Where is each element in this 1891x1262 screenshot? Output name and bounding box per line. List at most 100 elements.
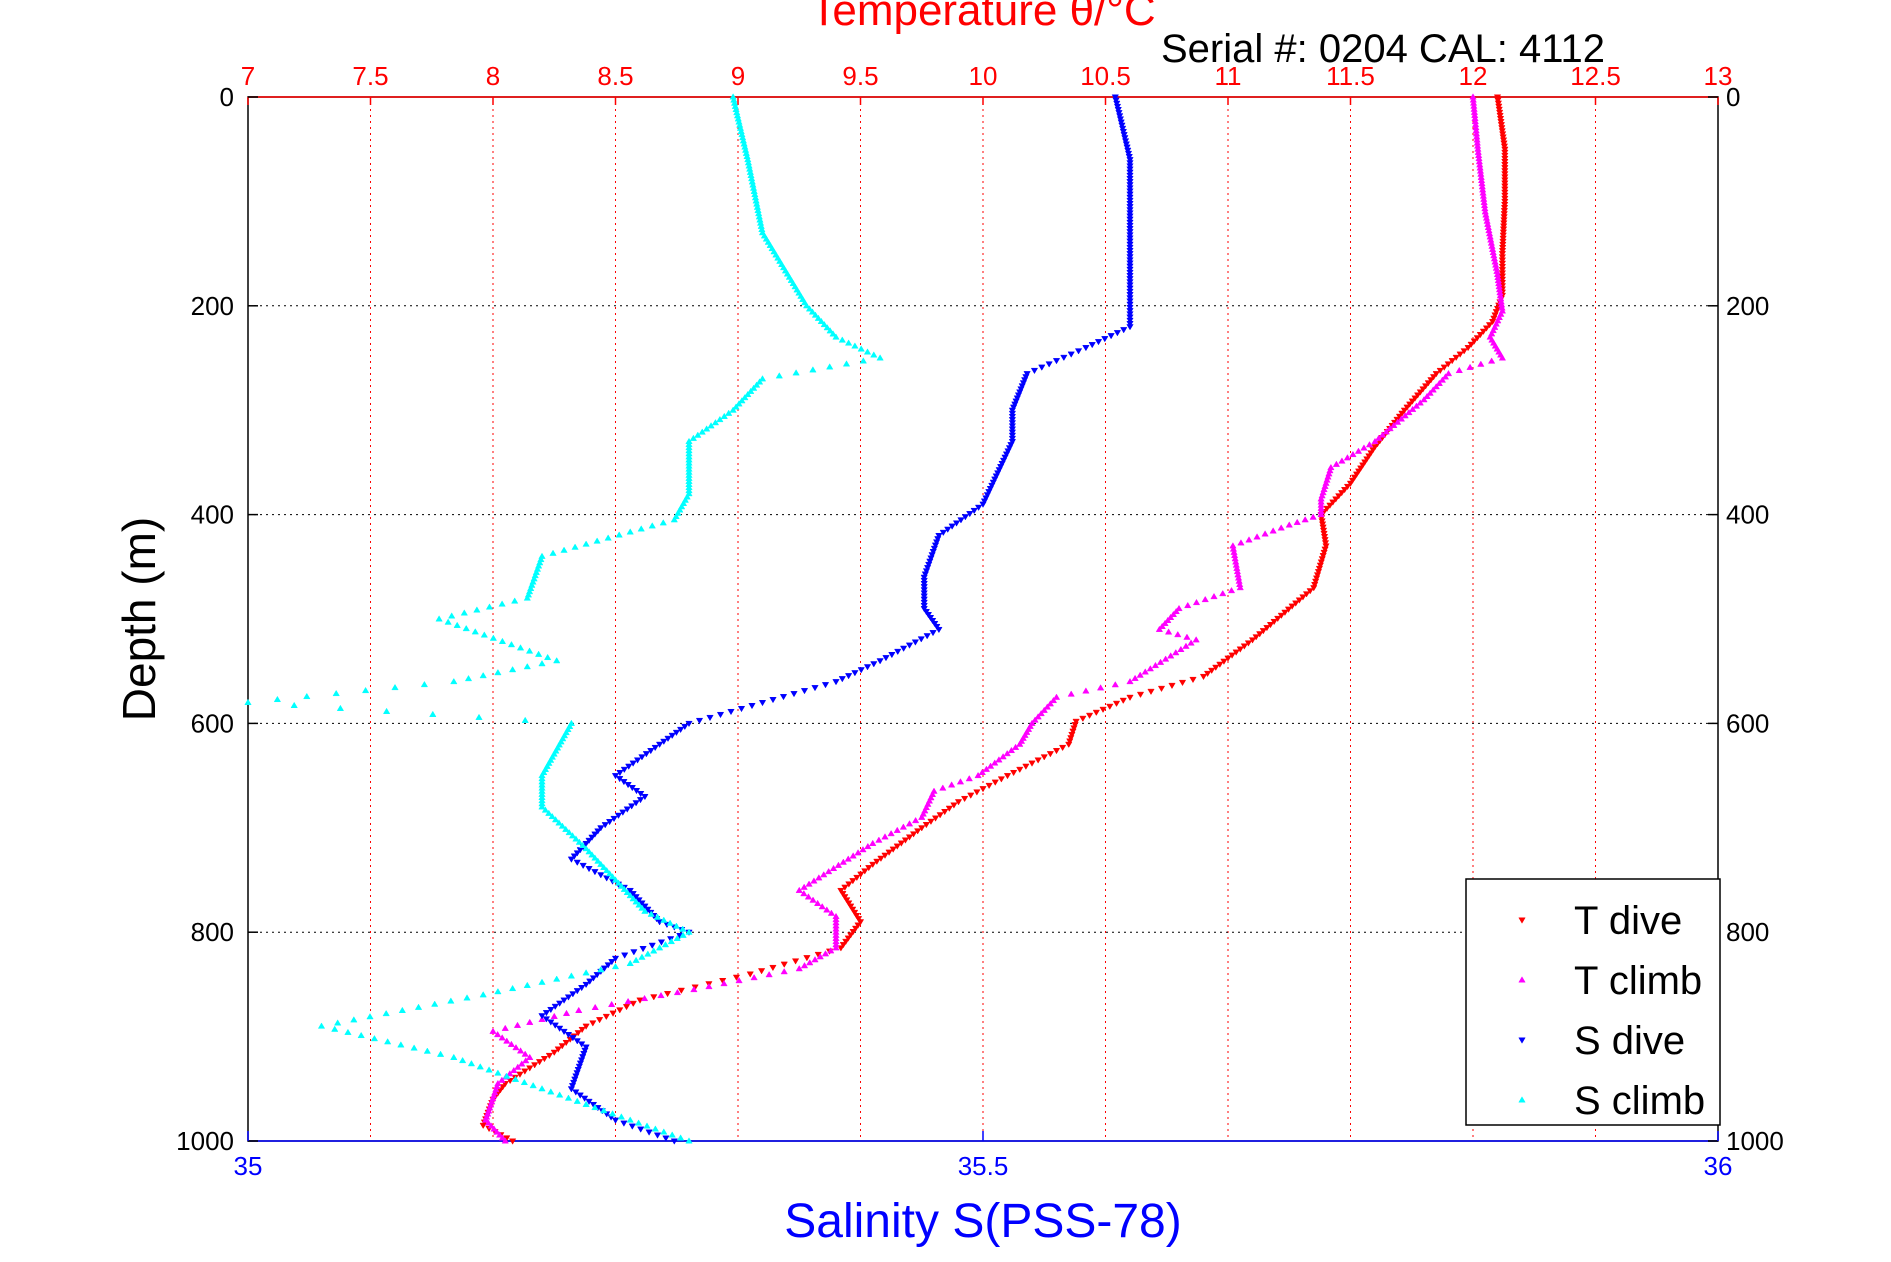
- data-point: [725, 409, 733, 416]
- data-point: [741, 393, 749, 401]
- data-point: [1210, 592, 1218, 600]
- data-point: [1126, 182, 1134, 189]
- data-point: [600, 965, 609, 972]
- data-point: [1040, 754, 1048, 761]
- data-point: [1497, 122, 1506, 129]
- data-point: [1013, 395, 1021, 402]
- data-point: [1498, 260, 1507, 267]
- data-point: [480, 631, 488, 638]
- left-tick-label: 800: [191, 917, 234, 947]
- top-tick-label: 12.5: [1570, 61, 1621, 91]
- data-point: [844, 673, 853, 680]
- data-point: [1019, 380, 1028, 387]
- data-point: [1288, 603, 1296, 610]
- data-point: [999, 753, 1007, 760]
- data-point: [1318, 518, 1326, 525]
- data-point: [573, 988, 581, 995]
- data-point: [1320, 534, 1329, 541]
- data-point: [849, 852, 857, 859]
- data-point: [695, 717, 704, 725]
- data-point: [1438, 376, 1447, 383]
- data-point: [1500, 140, 1508, 147]
- data-point: [795, 965, 803, 972]
- data-point: [511, 1075, 520, 1082]
- data-point: [668, 732, 676, 740]
- series-s-dive: [538, 94, 1134, 1145]
- x-axis-label: Salinity S(PSS-78): [784, 1195, 1181, 1248]
- data-point: [1499, 134, 1507, 141]
- data-point: [1343, 483, 1352, 491]
- data-point: [850, 909, 859, 917]
- data-point: [978, 768, 986, 775]
- data-point: [1496, 112, 1504, 120]
- data-point: [1382, 428, 1390, 435]
- data-point: [991, 779, 999, 786]
- data-point: [382, 707, 391, 714]
- data-point: [861, 868, 869, 875]
- data-point: [1499, 131, 1507, 138]
- data-point: [832, 679, 840, 686]
- data-point: [1452, 354, 1460, 362]
- data-point: [1120, 132, 1128, 139]
- data-point: [1405, 408, 1413, 416]
- data-point: [845, 900, 853, 907]
- data-point: [331, 1025, 339, 1032]
- data-point: [582, 1044, 590, 1051]
- data-point: [1126, 226, 1134, 233]
- data-point: [1192, 636, 1200, 643]
- data-point: [1501, 201, 1509, 209]
- data-point: [506, 1070, 514, 1077]
- data-point: [909, 831, 918, 838]
- data-point: [568, 832, 577, 839]
- data-point: [851, 342, 859, 349]
- data-point: [565, 828, 573, 836]
- data-point: [1177, 645, 1185, 653]
- data-point: [1423, 392, 1431, 399]
- data-point: [1299, 594, 1307, 601]
- data-point: [550, 1049, 558, 1056]
- data-point: [1316, 562, 1324, 569]
- data-point: [1501, 192, 1509, 199]
- data-point: [611, 876, 620, 883]
- left-tick-label: 1000: [176, 1126, 234, 1156]
- data-point: [757, 968, 766, 975]
- data-point: [513, 1021, 522, 1028]
- data-point: [597, 872, 605, 879]
- data-point: [648, 522, 656, 529]
- data-point: [1361, 459, 1369, 466]
- data-point: [521, 716, 529, 723]
- data-point: [1034, 713, 1042, 720]
- data-point: [1495, 106, 1503, 113]
- data-point: [844, 339, 853, 346]
- data-point: [303, 692, 311, 700]
- data-point: [391, 683, 399, 691]
- data-point: [604, 962, 612, 969]
- data-point: [865, 865, 873, 872]
- data-point: [845, 881, 853, 888]
- data-point: [685, 720, 693, 728]
- data-point: [1500, 214, 1508, 221]
- data-point: [995, 756, 1003, 763]
- data-point: [664, 735, 672, 743]
- data-point: [921, 571, 929, 578]
- data-point: [1126, 317, 1134, 324]
- data-point: [575, 838, 583, 845]
- data-point: [893, 843, 901, 850]
- data-point: [1161, 655, 1170, 662]
- data-point: [1071, 722, 1079, 729]
- data-point: [923, 565, 932, 572]
- data-point: [918, 825, 926, 832]
- data-point: [1498, 270, 1507, 277]
- data-point: [1203, 670, 1212, 678]
- data-point: [621, 952, 629, 959]
- data-point: [516, 1071, 524, 1078]
- data-point: [1281, 609, 1289, 616]
- data-point: [632, 898, 640, 905]
- data-point: [1155, 625, 1164, 632]
- data-point: [716, 415, 724, 423]
- data-point: [475, 713, 483, 720]
- data-point: [800, 962, 809, 969]
- data-point: [550, 1012, 558, 1019]
- data-point: [582, 1100, 590, 1107]
- data-point: [737, 705, 746, 713]
